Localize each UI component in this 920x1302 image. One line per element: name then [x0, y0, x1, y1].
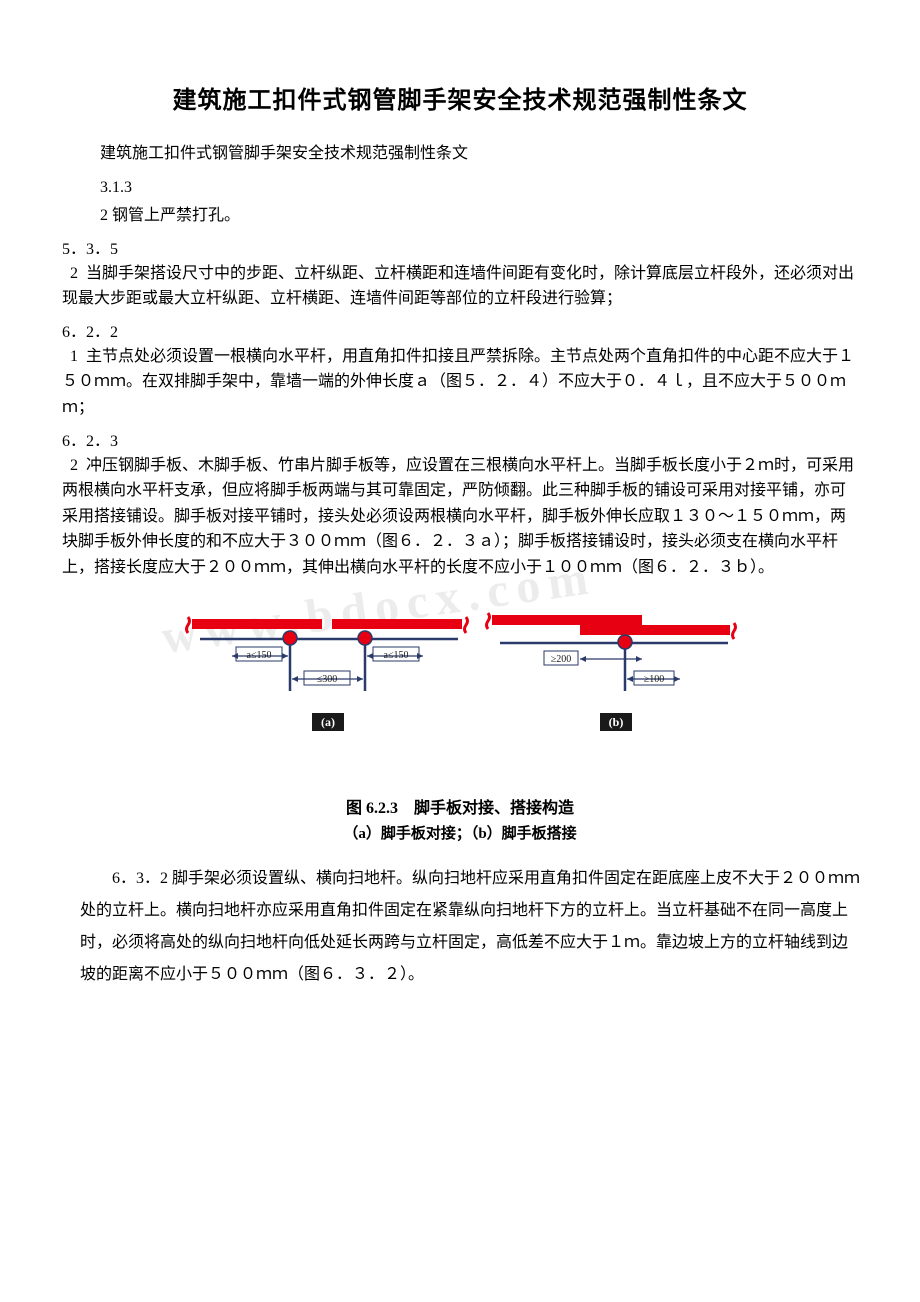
item-text: 钢管上严禁打孔。	[112, 207, 240, 224]
item-text: 主节点处必须设置一根横向水平杆，用直角扣件扣接且严禁拆除。主节点处两个直角扣件的…	[62, 348, 854, 416]
svg-text:(a): (a)	[321, 715, 335, 729]
body-paragraph: 2 钢管上严禁打孔。	[100, 203, 860, 229]
item-text: 当脚手架搭设尺寸中的步距、立杆纵距、立杆横距和连墙件间距有变化时，除计算底层立杆…	[62, 265, 854, 308]
body-paragraph: 1 主节点处必须设置一根横向水平杆，用直角扣件扣接且严禁拆除。主节点处两个直角扣…	[62, 344, 860, 421]
section-number: 5．3．5	[62, 235, 860, 259]
subtitle: 建筑施工扣件式钢管脚手架安全技术规范强制性条文	[100, 139, 860, 163]
page-title: 建筑施工扣件式钢管脚手架安全技术规范强制性条文	[60, 80, 860, 115]
item-text: 冲压钢脚手板、木脚手板、竹串片脚手板等，应设置在三根横向水平杆上。当脚手板长度小…	[62, 457, 854, 576]
subfigure-b: ≥200 ≥100 (b)	[487, 613, 736, 731]
section-number: 6．2．2	[62, 318, 860, 342]
figure-subcaption: （a）脚手板对接；（b）脚手板搭接	[180, 822, 740, 843]
figure-caption: 图 6.2.3 脚手板对接、搭接构造	[180, 794, 740, 818]
body-paragraph: 6．3．2 脚手架必须设置纵、横向扫地杆。纵向扫地杆应采用直角扣件固定在距底座上…	[80, 863, 860, 991]
item-label: 2	[70, 457, 78, 474]
dim-label: a≤150	[384, 650, 409, 661]
dim-label: ≤300	[317, 674, 338, 685]
subfigure-a: a≤150 ≤300 a≤150 (a)	[187, 617, 468, 731]
item-label: 1	[70, 348, 78, 365]
section-number: 6．2．3	[62, 427, 860, 451]
dim-label: ≥200	[551, 654, 572, 665]
dim-label: a≤150	[247, 650, 272, 661]
dim-label: ≥100	[644, 674, 665, 685]
svg-text:(b): (b)	[609, 715, 624, 729]
body-paragraph: 2 冲压钢脚手板、木脚手板、竹串片脚手板等，应设置在三根横向水平杆上。当脚手板长…	[62, 453, 860, 581]
section-number: 3.1.3	[100, 179, 860, 197]
figure-diagram: a≤150 ≤300 a≤150 (a)	[180, 601, 740, 843]
item-label: 2	[100, 207, 108, 224]
item-label: 2	[70, 265, 78, 282]
body-paragraph: 2 当脚手架搭设尺寸中的步距、立杆纵距、立杆横距和连墙件间距有变化时，除计算底层…	[62, 261, 860, 312]
